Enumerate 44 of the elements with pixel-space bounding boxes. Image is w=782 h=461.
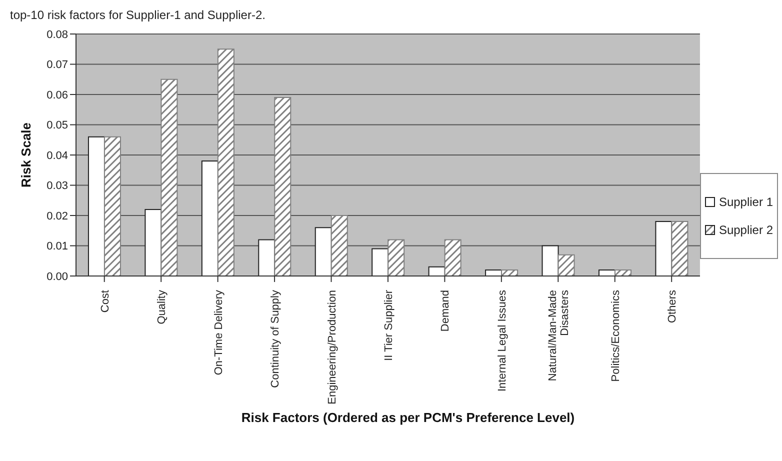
legend-label: Supplier 2 (718, 222, 773, 239)
y-tick-label: 0.04 (46, 150, 68, 162)
x-tick-label: Cost (99, 290, 112, 313)
bar (501, 269, 518, 276)
y-axis-title: Risk Scale (18, 122, 34, 188)
bar (160, 78, 178, 276)
bar (558, 254, 575, 276)
x-tick-label: Quality (156, 290, 168, 324)
y-tick-label: 0.02 (46, 210, 68, 222)
y-tick-label: 0.08 (46, 28, 68, 41)
bar (372, 248, 389, 276)
bar (388, 239, 405, 276)
x-tick-label: Others (666, 290, 679, 324)
y-tick-label: 0.07 (46, 59, 68, 72)
x-tick-label: Continuity of Supply (270, 290, 282, 388)
y-tick-label: 0.06 (46, 89, 68, 102)
x-tick-label: Demand (440, 290, 452, 332)
bar (314, 227, 332, 276)
bar (444, 239, 462, 276)
x-tick-label: Natural/Man-Made Disasters (547, 290, 572, 382)
bar (614, 269, 632, 276)
bar (217, 48, 234, 276)
x-tick-label: II Tier Supplier (382, 290, 395, 361)
x-tick-label: Politics/Economics (610, 290, 622, 382)
x-tick-label: Internal Legal Issues (496, 290, 508, 392)
bar (104, 136, 121, 276)
y-tick-label: 0.01 (46, 240, 68, 253)
bar (258, 239, 276, 276)
y-tick-label: 0.05 (46, 120, 68, 132)
y-tick-label: 0.00 (46, 270, 68, 283)
bar (201, 160, 218, 276)
bar (542, 245, 559, 276)
legend-label: Supplier 1 (718, 194, 773, 211)
bar (274, 97, 292, 276)
x-tick-label: Engineering/Production (326, 290, 338, 404)
bar (330, 215, 348, 276)
bar (144, 208, 162, 276)
bar (671, 221, 688, 276)
x-tick-label: On-Time Delivery (212, 290, 225, 376)
chart-title: top-10 risk factors for Supplier-1 and Supplier-2. (10, 8, 266, 24)
x-axis-title: Risk Factors (Ordered as per PCM's Preference Level) (240, 410, 576, 425)
bar (655, 221, 672, 276)
y-tick-label: 0.03 (46, 180, 68, 192)
bar (88, 136, 105, 276)
